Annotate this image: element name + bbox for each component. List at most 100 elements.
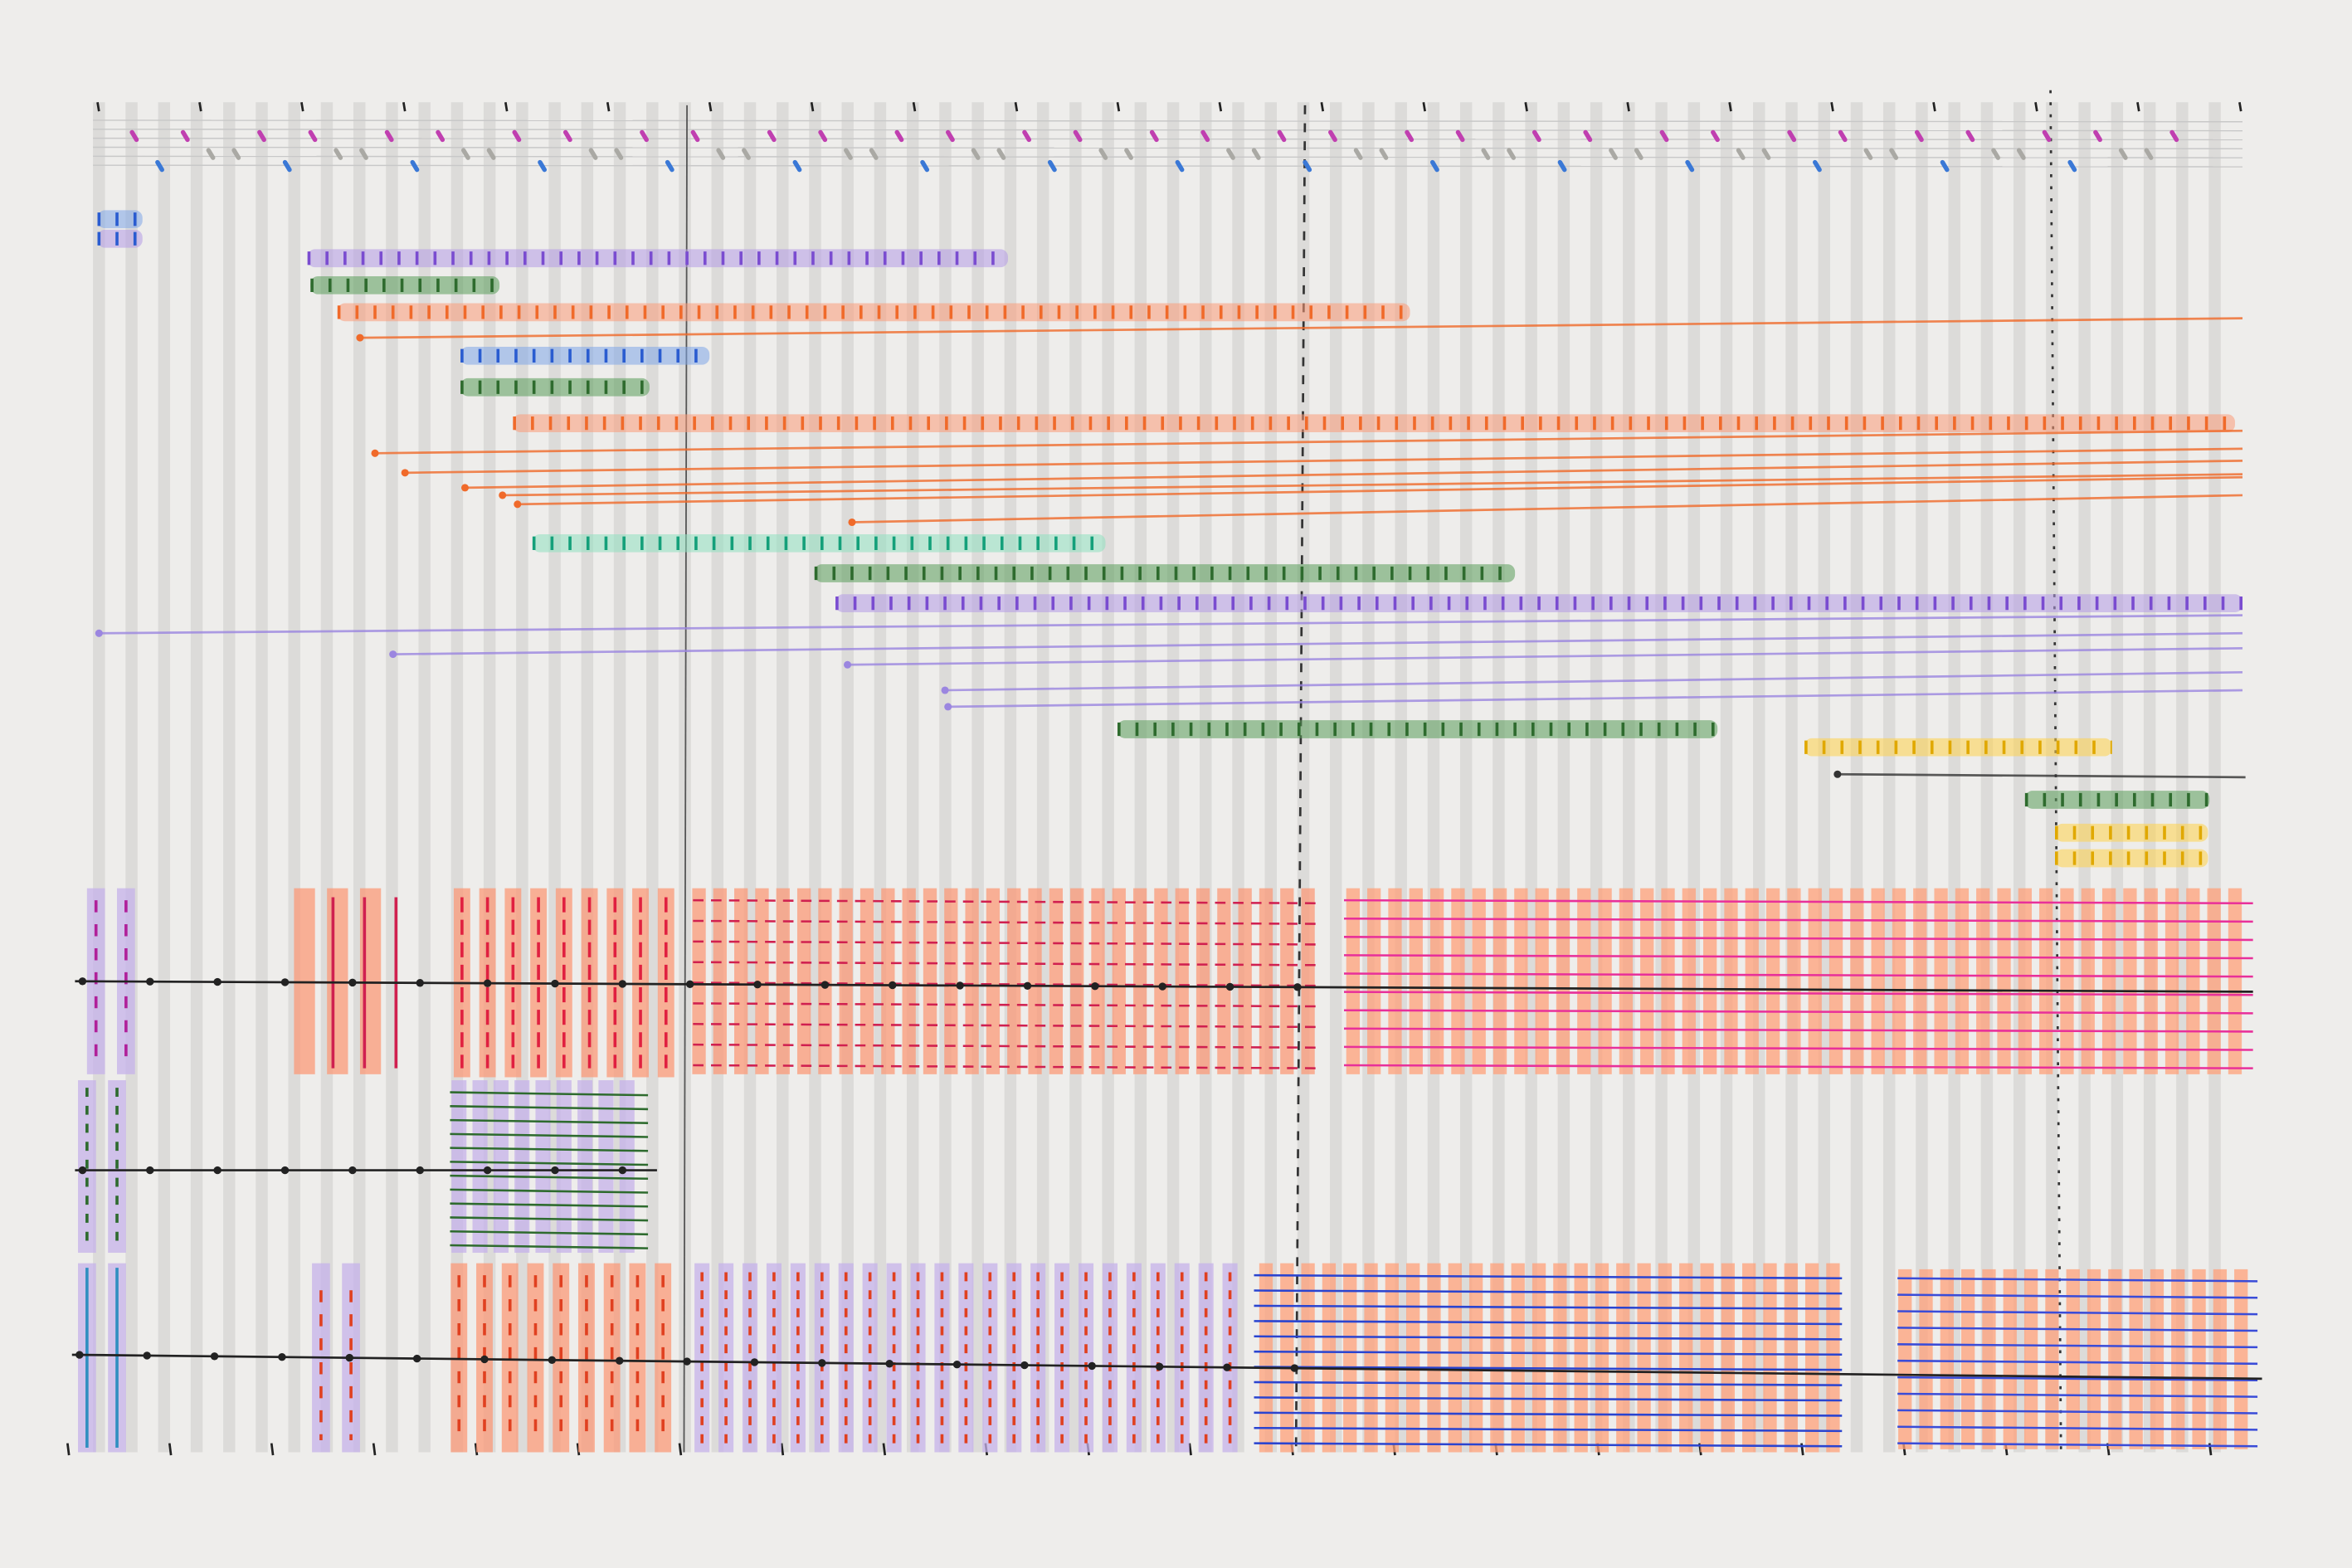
grey-column	[1004, 102, 1017, 1453]
block-column	[1049, 888, 1063, 1074]
thread-start	[944, 703, 952, 711]
block-column	[1070, 888, 1084, 1074]
note-dot	[1379, 148, 1389, 160]
divider-dashed	[1294, 105, 1307, 1453]
note-dot	[1175, 159, 1185, 173]
grey-column	[777, 102, 789, 1453]
weft-line	[1343, 1027, 2253, 1033]
grey-column	[256, 102, 268, 1453]
grey-column	[1916, 102, 1928, 1453]
block-column	[1030, 1263, 1046, 1453]
weft-line	[1897, 1343, 2258, 1349]
note-dot	[792, 159, 802, 173]
grey-column	[288, 102, 300, 1453]
block-column	[1154, 888, 1168, 1074]
binding-dot	[348, 978, 357, 987]
note-dot	[1481, 148, 1491, 160]
block-column	[734, 888, 748, 1074]
tick	[1188, 1443, 1192, 1456]
weft-line	[1343, 917, 2253, 923]
grey-column	[1493, 102, 1505, 1453]
block-column	[1054, 1263, 1070, 1453]
note-dot	[1277, 129, 1287, 143]
note-dot	[1965, 129, 1975, 143]
block-column	[1940, 1269, 1954, 1449]
block-column	[886, 1263, 902, 1453]
weft-line	[1343, 1009, 2253, 1015]
block-column	[1700, 1263, 1714, 1453]
tick	[912, 102, 917, 112]
grey-column	[1980, 102, 1994, 1453]
tick	[810, 102, 815, 112]
grey-column	[971, 102, 984, 1453]
thread-start	[848, 518, 856, 527]
block-column	[1322, 1263, 1337, 1453]
binding-dot	[280, 978, 290, 986]
weft-line	[1897, 1359, 2258, 1366]
block-column	[1091, 888, 1105, 1074]
block-column	[1175, 888, 1189, 1074]
bar	[532, 533, 1106, 553]
block-column	[1429, 888, 1444, 1074]
weft-line	[1897, 1392, 2258, 1398]
note-dot	[1736, 148, 1746, 160]
note-dot	[844, 148, 853, 160]
tick	[1422, 102, 1426, 112]
block-column	[1280, 1263, 1294, 1453]
weft-line	[1254, 1289, 1843, 1295]
weft-line	[1343, 1045, 2253, 1051]
block-column	[1850, 888, 1864, 1074]
thread-start	[389, 650, 397, 659]
thread-start	[941, 686, 949, 694]
binding-dot	[618, 1166, 627, 1175]
note-dot	[359, 148, 368, 160]
note-dot	[1889, 148, 1899, 160]
grey-column	[1882, 102, 1896, 1453]
block-column	[1427, 1263, 1441, 1453]
note-dot	[1073, 129, 1083, 143]
weft-line	[1343, 954, 2253, 960]
block-column	[1640, 888, 1654, 1074]
note-dot	[308, 129, 318, 143]
block-column	[838, 1263, 854, 1453]
note-dot	[1124, 148, 1133, 160]
grey-column	[841, 102, 854, 1453]
thread	[392, 631, 2243, 655]
tick	[2238, 102, 2242, 112]
block-column	[902, 888, 916, 1074]
block-column	[1472, 888, 1486, 1074]
block-column	[1301, 1263, 1315, 1453]
weft-line	[1897, 1277, 2258, 1283]
tick	[2034, 102, 2038, 112]
note-dot	[2118, 148, 2128, 160]
weft-line	[1897, 1376, 2258, 1381]
grey-column	[1427, 102, 1440, 1453]
staff-line	[93, 164, 2243, 168]
block-column	[598, 1080, 614, 1254]
weft-line	[1254, 1426, 1843, 1433]
note-dot	[1609, 148, 1618, 160]
thread	[851, 494, 2243, 523]
bar	[460, 346, 710, 365]
bar	[337, 303, 1410, 322]
block-column	[1787, 888, 1801, 1074]
block-column	[1222, 1263, 1238, 1453]
grey-column	[353, 102, 366, 1453]
bar	[2055, 849, 2208, 868]
note-dot	[1429, 159, 1439, 173]
grey-column	[2078, 102, 2091, 1453]
binding-line	[71, 1353, 2262, 1381]
note-dot	[2169, 129, 2179, 143]
staff-line	[93, 137, 2243, 141]
thread	[405, 447, 2243, 475]
weft-line	[450, 1132, 649, 1138]
block-column	[2087, 1269, 2101, 1449]
block-column	[814, 1263, 830, 1453]
tick	[1626, 102, 1630, 112]
bar	[1804, 738, 2112, 757]
note-dot	[614, 148, 624, 160]
note-dot	[1226, 148, 1235, 160]
weft-line	[1897, 1293, 2258, 1299]
block-column	[986, 888, 1001, 1074]
